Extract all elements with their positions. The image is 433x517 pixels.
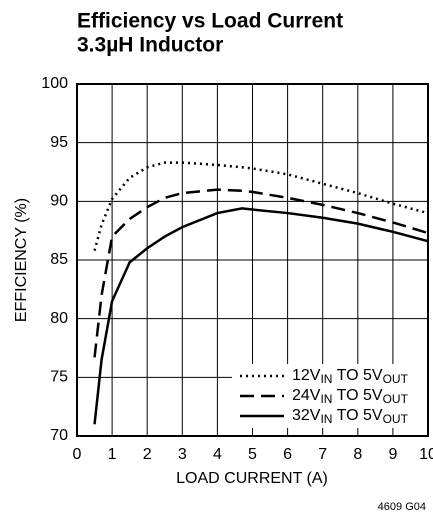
x-tick-label: 2 (143, 446, 152, 463)
x-tick-label: 5 (248, 446, 257, 463)
x-tick-label: 0 (73, 446, 82, 463)
x-tick-label: 7 (318, 446, 327, 463)
plot-frame (76, 83, 429, 437)
y-axis-label: EFFICIENCY (%) (13, 198, 30, 322)
y-tick-label: 100 (41, 75, 68, 92)
x-axis-label: LOAD CURRENT (A) (176, 470, 328, 487)
x-tick-label: 9 (388, 446, 397, 463)
x-tick-label: 10 (419, 446, 433, 463)
y-tick-label: 70 (50, 427, 68, 444)
y-tick-label: 90 (50, 193, 68, 210)
legend-label: 12VIN TO 5VOUT (292, 367, 409, 386)
data-line (93, 207, 429, 425)
y-tick-label: 85 (50, 251, 68, 268)
data-line (93, 161, 429, 251)
x-tick-label: 4 (213, 446, 222, 463)
legend-label: 24VIN TO 5VOUT (292, 387, 409, 406)
chart-subtitle: 3.3µH Inductor (77, 34, 223, 57)
data-line (93, 188, 429, 358)
x-tick-label: 1 (108, 446, 117, 463)
figure-note: 4609 G04 (378, 501, 426, 513)
x-tick-label: 8 (353, 446, 362, 463)
legend-label: 32VIN TO 5VOUT (292, 407, 409, 426)
y-tick-label: 80 (50, 310, 68, 327)
y-tick-label: 75 (50, 369, 68, 386)
x-tick-label: 3 (178, 446, 187, 463)
chart-title: Efficiency vs Load Current (77, 10, 343, 33)
y-tick-label: 95 (50, 134, 68, 151)
x-tick-label: 6 (283, 446, 292, 463)
